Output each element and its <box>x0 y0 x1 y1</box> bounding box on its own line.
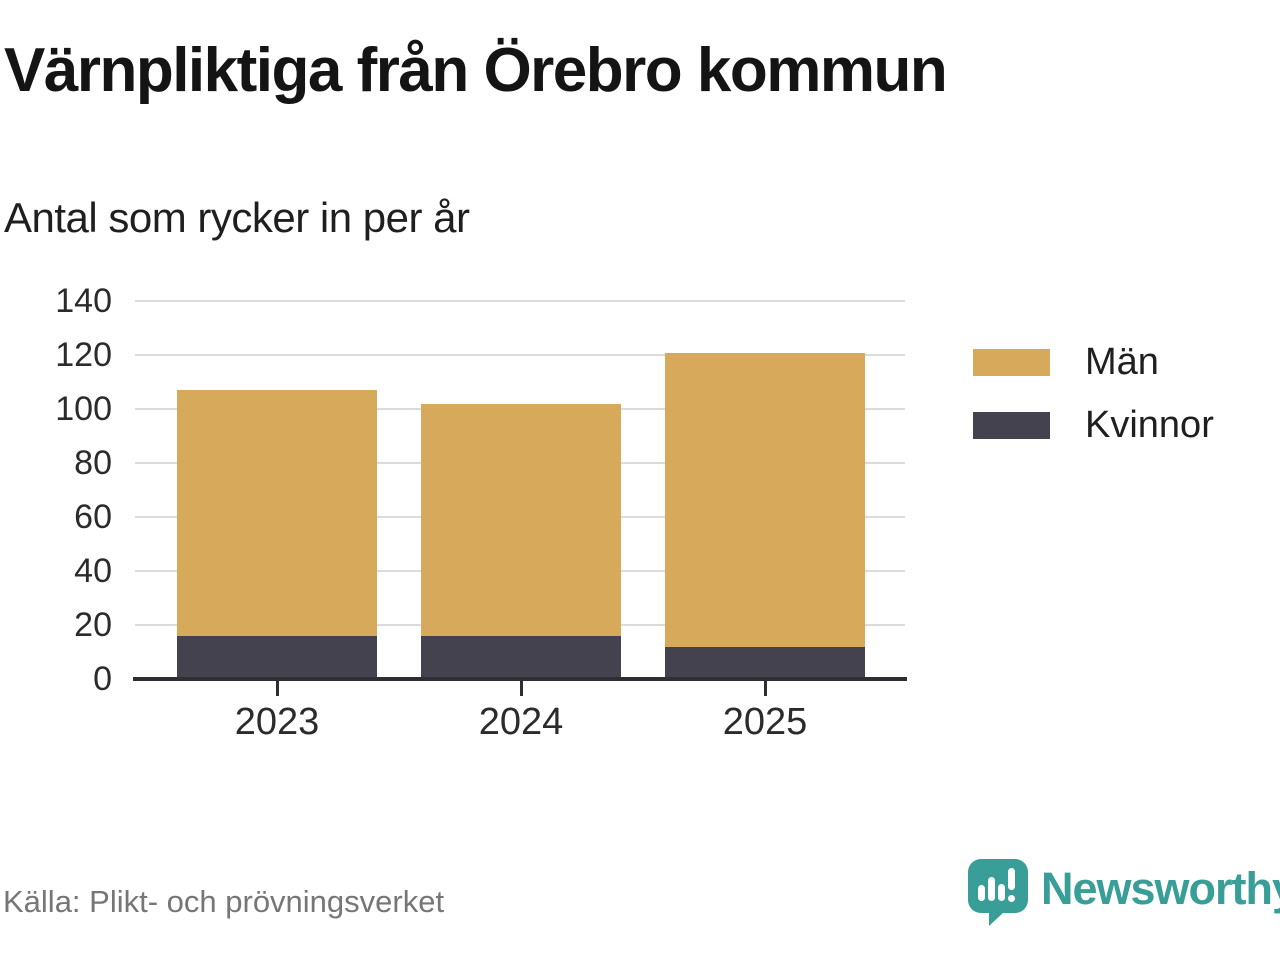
x-tick-2024 <box>520 681 523 696</box>
brand-wordmark: Newsworthy <box>1041 863 1280 914</box>
plot-area <box>135 300 905 679</box>
legend-label-kvinnor: Kvinnor <box>1085 404 1214 446</box>
chart-subtitle: Antal som rycker in per år <box>4 194 470 241</box>
x-axis: 2023 2024 2025 <box>135 679 905 759</box>
legend-label-män: Män <box>1085 341 1159 383</box>
y-tick-label-140: 140 <box>55 282 112 320</box>
exclamation-bar-glyph <box>1008 868 1015 890</box>
exclamation-dot-glyph <box>1008 895 1015 902</box>
y-tick-label-20: 20 <box>74 606 112 644</box>
gridline-140 <box>135 300 905 302</box>
legend-item-män: Män <box>973 341 1214 384</box>
y-tick-label-80: 80 <box>74 444 112 482</box>
x-tick-label-2023: 2023 <box>234 701 320 743</box>
y-tick-label-0: 0 <box>93 660 112 698</box>
x-tick-2025 <box>764 681 767 696</box>
bar-segment-2025-män <box>665 353 865 647</box>
x-tick-2023 <box>276 681 279 696</box>
x-tick-label-2024: 2024 <box>478 701 564 743</box>
x-tick-label-2025: 2025 <box>722 701 808 743</box>
bar-segment-2024-män <box>421 404 621 636</box>
newsworthy-speech-bubble-bar-chart-icon <box>968 859 1028 926</box>
source-text: Källa: Plikt- och prövningsverket <box>3 884 445 919</box>
legend-item-kvinnor: Kvinnor <box>973 404 1214 447</box>
y-tick-label-60: 60 <box>74 498 112 536</box>
y-tick-label-40: 40 <box>74 552 112 590</box>
bar-segment-2023-män <box>177 390 377 636</box>
chart-title: Värnpliktiga från Örebro kommun <box>4 36 948 105</box>
bar-glyph-small <box>978 885 985 901</box>
brand-logo: Newsworthy <box>966 857 1280 927</box>
bar-glyph-medium <box>998 884 1005 901</box>
bar-glyph-tall <box>988 877 995 901</box>
bar-segment-2024-kvinnor <box>421 636 621 679</box>
legend-swatch-män <box>973 349 1050 376</box>
bar-segment-2023-kvinnor <box>177 636 377 679</box>
y-tick-label-120: 120 <box>55 336 112 374</box>
legend: Män Kvinnor <box>973 341 1214 467</box>
gridline-120 <box>135 354 905 356</box>
legend-swatch-kvinnor <box>973 412 1050 439</box>
bar-segment-2025-kvinnor <box>665 647 865 679</box>
y-axis: 0 20 40 60 80 100 120 140 <box>0 282 112 698</box>
y-tick-label-100: 100 <box>55 390 112 428</box>
x-axis-line <box>133 677 907 681</box>
